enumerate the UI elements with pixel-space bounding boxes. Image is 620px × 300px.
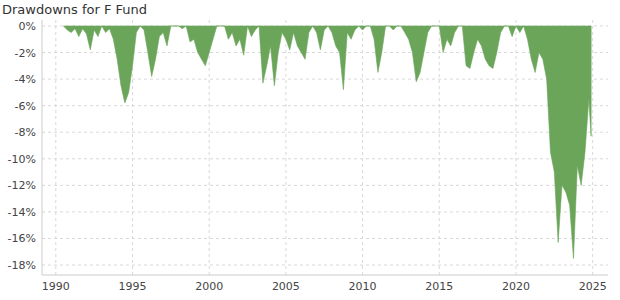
x-tick-label: 2010	[349, 280, 377, 293]
y-grid-line	[42, 265, 608, 266]
x-tick-label: 1990	[42, 280, 70, 293]
y-grid-line	[42, 185, 608, 186]
x-axis-line	[42, 275, 608, 276]
y-tick-label: -2%	[15, 47, 36, 60]
x-grid-line	[515, 20, 516, 275]
x-tick-label: 1995	[118, 280, 146, 293]
y-tick-label: -16%	[8, 232, 36, 245]
x-tick-label: 2000	[195, 280, 223, 293]
plot-area	[63, 26, 591, 258]
y-tick-label: -12%	[8, 179, 36, 192]
y-tick-label: -18%	[8, 259, 36, 272]
y-tick-label: -14%	[8, 206, 36, 219]
x-tick-label: 2015	[425, 280, 453, 293]
chart: 0% -2% -4% -6% -8% -10% -12% -14% -16% -18% 1990 19…	[0, 0, 620, 300]
x-grid-line	[439, 20, 440, 275]
y-axis-line	[42, 20, 43, 275]
x-grid-line	[285, 20, 286, 275]
drawdown-area	[63, 26, 591, 258]
y-tick-label: -6%	[15, 100, 36, 113]
x-grid-line	[209, 20, 210, 275]
y-tick-label: -4%	[15, 73, 36, 86]
y-tick-label: 0%	[19, 20, 36, 33]
y-grid-line	[42, 238, 608, 239]
x-grid-line	[592, 20, 593, 275]
grid	[42, 20, 608, 275]
y-grid-line	[42, 211, 608, 212]
y-grid-line	[42, 105, 608, 106]
x-grid-line	[362, 20, 363, 275]
x-tick-label: 2005	[272, 280, 300, 293]
y-grid-line	[42, 158, 608, 159]
title: Drawdowns for F Fund	[2, 2, 147, 17]
x-tick-label: 2025	[579, 280, 607, 293]
x-tick-label: 2020	[502, 280, 530, 293]
y-tick-label: -8%	[15, 126, 36, 139]
page: {"chart_data": {"type": "area", "title":…	[0, 0, 620, 300]
y-grid-line	[42, 132, 608, 133]
x-grid-line	[55, 20, 56, 275]
y-tick-label: -10%	[8, 153, 36, 166]
